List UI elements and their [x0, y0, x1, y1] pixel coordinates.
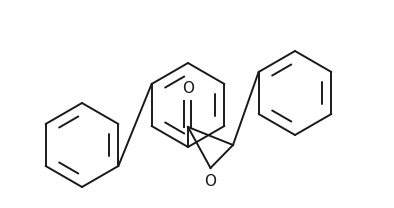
Text: O: O — [182, 81, 194, 96]
Text: O: O — [204, 174, 216, 189]
